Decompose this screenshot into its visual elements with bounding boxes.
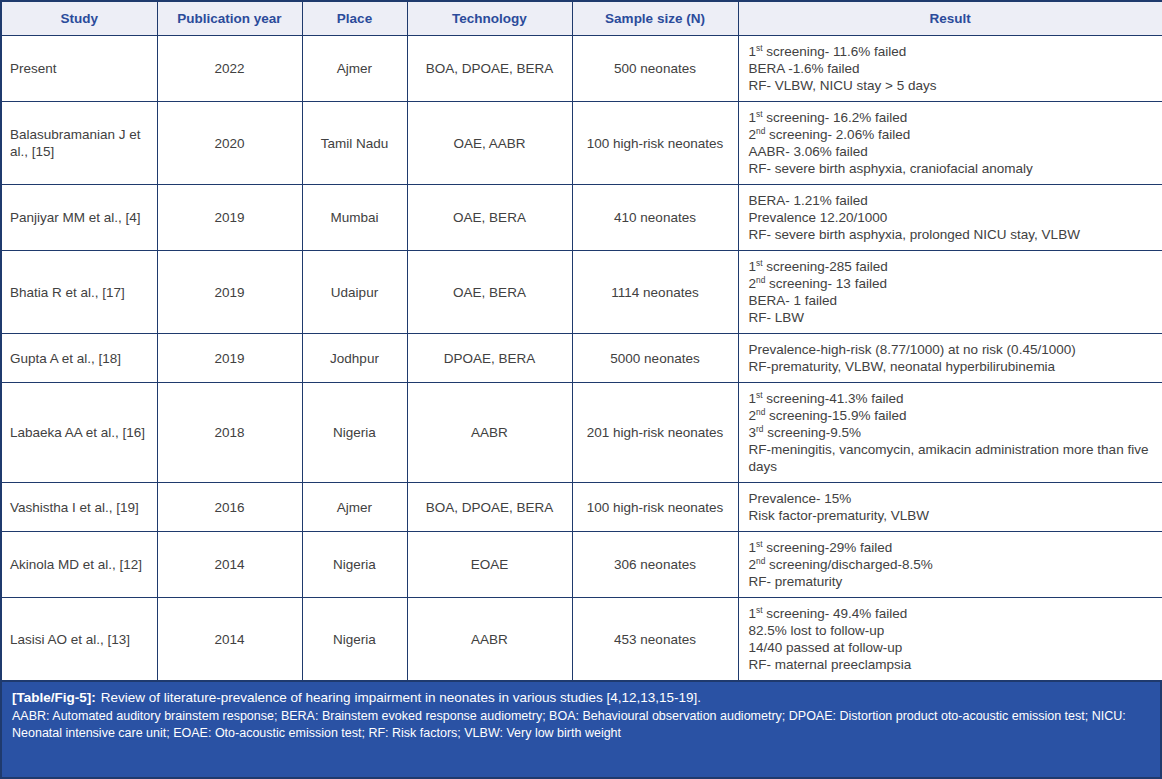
cell-technology: AABR	[407, 383, 572, 483]
col-header-publication-year: Publication year	[157, 1, 302, 36]
cell-technology: AABR	[407, 598, 572, 682]
cell-study: Vashistha I et al., [19]	[1, 483, 157, 532]
cell-year: 2020	[157, 102, 302, 185]
cell-sample: 500 neonates	[572, 36, 738, 102]
cell-result: 1st screening- 49.4% failed82.5% lost to…	[738, 598, 1162, 682]
table-row: Akinola MD et al., [12]2014NigeriaEOAE30…	[1, 532, 1162, 598]
cell-place: Nigeria	[302, 532, 407, 598]
cell-year: 2014	[157, 532, 302, 598]
cell-study: Panjiyar MM et al., [4]	[1, 185, 157, 251]
cell-sample: 201 high-risk neonates	[572, 383, 738, 483]
table-row: Bhatia R et al., [17]2019UdaipurOAE, BER…	[1, 251, 1162, 334]
cell-year: 2016	[157, 483, 302, 532]
cell-technology: EOAE	[407, 532, 572, 598]
table-row: Labaeka AA et al., [16]2018NigeriaAABR20…	[1, 383, 1162, 483]
cell-sample: 453 neonates	[572, 598, 738, 682]
col-header-study: Study	[1, 1, 157, 36]
table-row: Present2022AjmerBOA, DPOAE, BERA500 neon…	[1, 36, 1162, 102]
cell-technology: BOA, DPOAE, BERA	[407, 483, 572, 532]
table-row: Balasubramanian J et al., [15]2020Tamil …	[1, 102, 1162, 185]
cell-place: Udaipur	[302, 251, 407, 334]
cell-year: 2022	[157, 36, 302, 102]
table-caption-text: Review of literature-prevalence of heari…	[101, 690, 701, 705]
table-caption: [Table/Fig-5]: Review of literature-preva…	[12, 688, 1150, 707]
cell-year: 2018	[157, 383, 302, 483]
cell-sample: 100 high-risk neonates	[572, 483, 738, 532]
cell-study: Labaeka AA et al., [16]	[1, 383, 157, 483]
cell-place: Nigeria	[302, 383, 407, 483]
cell-year: 2014	[157, 598, 302, 682]
cell-sample: 306 neonates	[572, 532, 738, 598]
cell-result: 1st screening- 16.2% failed2nd screening…	[738, 102, 1162, 185]
literature-review-figure: Study Publication year Place Technology …	[0, 0, 1162, 779]
cell-result: Prevalence- 15%Risk factor-prematurity, …	[738, 483, 1162, 532]
cell-year: 2019	[157, 334, 302, 383]
cell-result: 1st screening-41.3% failed2nd screening-…	[738, 383, 1162, 483]
cell-result: Prevalence-high-risk (8.77/1000) at no r…	[738, 334, 1162, 383]
cell-place: Jodhpur	[302, 334, 407, 383]
cell-result: 1st screening-29% failed2nd screening/di…	[738, 532, 1162, 598]
cell-sample: 100 high-risk neonates	[572, 102, 738, 185]
header-row: Study Publication year Place Technology …	[1, 1, 1162, 36]
cell-place: Ajmer	[302, 36, 407, 102]
cell-technology: OAE, BERA	[407, 185, 572, 251]
cell-sample: 5000 neonates	[572, 334, 738, 383]
cell-place: Tamil Nadu	[302, 102, 407, 185]
cell-sample: 410 neonates	[572, 185, 738, 251]
cell-place: Mumbai	[302, 185, 407, 251]
table-row: Lasisi AO et al., [13]2014NigeriaAABR453…	[1, 598, 1162, 682]
col-header-result: Result	[738, 1, 1162, 36]
cell-study: Bhatia R et al., [17]	[1, 251, 157, 334]
cell-study: Balasubramanian J et al., [15]	[1, 102, 157, 185]
cell-result: 1st screening-285 failed2nd screening- 1…	[738, 251, 1162, 334]
table-caption-label: [Table/Fig-5]:	[12, 690, 96, 705]
cell-result: BERA- 1.21% failedPrevalence 12.20/1000R…	[738, 185, 1162, 251]
cell-result: 1st screening- 11.6% failedBERA -1.6% fa…	[738, 36, 1162, 102]
cell-place: Nigeria	[302, 598, 407, 682]
table-row: Vashistha I et al., [19]2016AjmerBOA, DP…	[1, 483, 1162, 532]
cell-year: 2019	[157, 251, 302, 334]
cell-technology: OAE, BERA	[407, 251, 572, 334]
cell-study: Akinola MD et al., [12]	[1, 532, 157, 598]
cell-technology: BOA, DPOAE, BERA	[407, 36, 572, 102]
cell-technology: OAE, AABR	[407, 102, 572, 185]
cell-study: Lasisi AO et al., [13]	[1, 598, 157, 682]
abbreviations-text: AABR: Automated auditory brainstem respo…	[12, 708, 1150, 741]
table-row: Gupta A et al., [18]2019JodhpurDPOAE, BE…	[1, 334, 1162, 383]
cell-technology: DPOAE, BERA	[407, 334, 572, 383]
cell-study: Present	[1, 36, 157, 102]
cell-study: Gupta A et al., [18]	[1, 334, 157, 383]
col-header-sample-size: Sample size (N)	[572, 1, 738, 36]
literature-review-table: Study Publication year Place Technology …	[0, 0, 1162, 682]
cell-sample: 1114 neonates	[572, 251, 738, 334]
cell-place: Ajmer	[302, 483, 407, 532]
col-header-place: Place	[302, 1, 407, 36]
table-footer: [Table/Fig-5]: Review of literature-preva…	[0, 682, 1162, 779]
col-header-technology: Technology	[407, 1, 572, 36]
cell-year: 2019	[157, 185, 302, 251]
table-row: Panjiyar MM et al., [4]2019MumbaiOAE, BE…	[1, 185, 1162, 251]
